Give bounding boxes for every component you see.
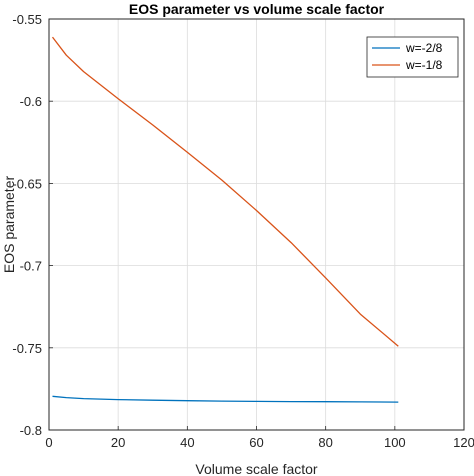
y-tick-label: -0.65 <box>12 176 42 191</box>
legend-label-0: w=-2/8 <box>405 41 443 55</box>
tick-layer: 0 20 40 60 80 100 120 -0.55 -0.6 -0.65 -0.7 -0.75 -0… <box>12 12 474 450</box>
y-tick-label: -0.75 <box>12 341 42 356</box>
series-layer <box>51 36 399 403</box>
y-tick-label: -0.55 <box>12 12 42 27</box>
series-line-1 <box>51 36 399 347</box>
legend-label-1: w=-1/8 <box>405 58 443 72</box>
x-axis-title: Volume scale factor <box>195 461 318 476</box>
x-tick-label: 20 <box>111 435 125 450</box>
series-line-0 <box>52 395 399 403</box>
y-tick-label: -0.8 <box>20 423 42 438</box>
y-tick-label: -0.6 <box>20 94 42 109</box>
x-tick-label: 120 <box>453 435 474 450</box>
legend: w=-2/8 w=-1/8 <box>366 36 459 78</box>
y-axis-title: EOS parameter <box>1 176 17 274</box>
x-tick-label: 60 <box>249 435 263 450</box>
y-tick-label: -0.7 <box>20 259 42 274</box>
x-tick-label: 40 <box>180 435 194 450</box>
chart-title: EOS parameter vs volume scale factor <box>129 1 385 17</box>
legend-box <box>366 36 459 78</box>
x-tick-label: 0 <box>45 435 52 450</box>
x-tick-label: 100 <box>384 435 406 450</box>
x-tick-label: 80 <box>318 435 332 450</box>
